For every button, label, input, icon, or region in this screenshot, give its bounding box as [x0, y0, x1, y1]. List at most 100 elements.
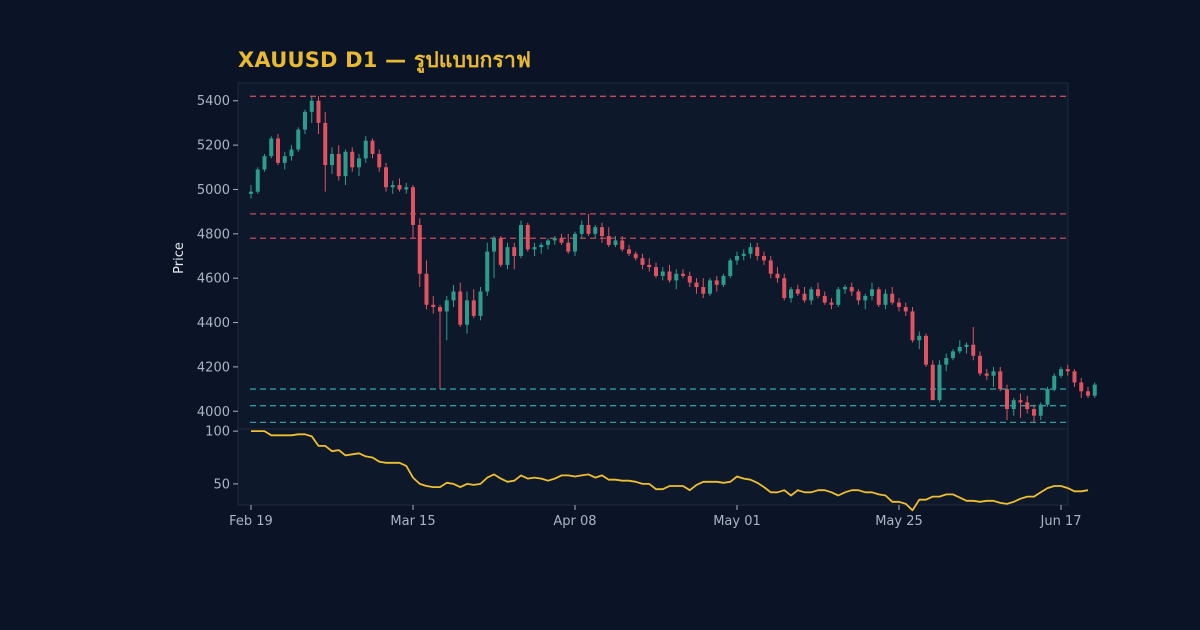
- candle-body: [1059, 369, 1063, 376]
- candle-body: [1005, 389, 1009, 410]
- candle-body: [357, 158, 361, 168]
- oscillator-axis: 50 100: [205, 425, 238, 492]
- candle-body: [262, 156, 267, 170]
- candle-body: [708, 280, 712, 294]
- candle-body: [606, 236, 611, 245]
- candle-body: [465, 300, 469, 325]
- candle-body: [829, 302, 834, 305]
- candle-body: [579, 224, 584, 234]
- time-axis: Feb 19 Mar 15 Apr 08 May 01 May 25 Jun 17: [229, 505, 1082, 529]
- candle-body: [1025, 402, 1030, 410]
- oscillator-tick-label: 50: [213, 477, 230, 492]
- candle-body: [809, 289, 814, 301]
- candle-body: [735, 256, 739, 261]
- x-tick-label: Feb 19: [229, 514, 273, 529]
- candle-body: [370, 140, 375, 154]
- candle-body: [505, 247, 510, 265]
- candle-body: [937, 364, 942, 401]
- candle-body: [674, 273, 679, 281]
- candle-body: [620, 240, 625, 250]
- candle-body: [741, 253, 746, 256]
- candle-body: [539, 244, 544, 248]
- candle-body: [255, 169, 260, 192]
- candle-body: [856, 291, 861, 301]
- candle-body: [863, 295, 868, 301]
- y-tick-label: 4600: [197, 272, 230, 287]
- candle-body: [431, 304, 436, 308]
- candle-body: [519, 224, 523, 256]
- candle-body: [316, 100, 321, 123]
- candle-body: [586, 224, 591, 234]
- candle-body: [910, 311, 915, 341]
- candle-body: [424, 273, 429, 305]
- candle-body: [654, 267, 658, 276]
- candle-body: [667, 271, 672, 281]
- candle-body: [775, 273, 780, 279]
- oscillator-tick-label: 100: [205, 425, 230, 440]
- candle-body: [438, 307, 442, 312]
- candle-body: [404, 187, 409, 190]
- candle-body: [350, 151, 355, 168]
- candle-body: [849, 287, 854, 292]
- candle-body: [991, 371, 996, 376]
- candle-body: [755, 247, 760, 256]
- candle-body: [397, 185, 402, 190]
- y-tick-label: 4400: [197, 316, 230, 331]
- candle-body: [687, 275, 692, 283]
- y-tick-label: 5400: [197, 94, 230, 109]
- oscillator-line: [251, 430, 1089, 512]
- candle-body: [714, 280, 719, 285]
- y-axis-label: Price: [172, 242, 187, 274]
- candle-body: [1092, 384, 1097, 396]
- candle-body: [795, 289, 800, 294]
- candle-body: [1086, 391, 1090, 396]
- x-tick-label: May 25: [875, 514, 923, 529]
- candle-body: [640, 258, 645, 265]
- candle-body: [903, 307, 908, 312]
- candle-body: [802, 293, 807, 301]
- candle-body: [843, 287, 847, 290]
- candle-body: [573, 233, 577, 252]
- candle-body: [282, 156, 287, 163]
- candle-body: [971, 344, 976, 356]
- candle-body: [390, 185, 395, 188]
- x-tick-label: May 01: [713, 514, 761, 529]
- candle-body: [343, 151, 348, 177]
- candle-body: [323, 122, 328, 166]
- candle-body: [930, 364, 935, 401]
- candle-body: [701, 287, 706, 294]
- candle-body: [1018, 400, 1023, 403]
- candle-body: [721, 275, 726, 285]
- x-tick-label: Apr 08: [553, 514, 596, 529]
- candle-body: [492, 238, 496, 252]
- candle-body: [276, 138, 280, 163]
- candle-body: [471, 300, 476, 316]
- candle-body: [546, 240, 550, 245]
- oscillator-panel: [237, 428, 1069, 506]
- candle-body: [890, 293, 895, 303]
- candle-body: [978, 355, 982, 374]
- candle-body: [269, 138, 274, 157]
- candle-body: [762, 256, 766, 261]
- candle-body: [289, 149, 294, 157]
- candle-body: [748, 247, 753, 254]
- candle-body: [822, 295, 827, 303]
- candle-body: [525, 224, 530, 250]
- candle-body: [532, 247, 537, 250]
- candle-body: [647, 264, 652, 268]
- candle-body: [1079, 382, 1084, 392]
- candle-body: [485, 251, 490, 292]
- candle-body: [964, 344, 969, 347]
- candle-body: [870, 289, 874, 296]
- candle-body: [728, 260, 733, 276]
- candle-body: [1011, 400, 1016, 410]
- candle-body: [768, 260, 773, 274]
- candle-body: [309, 100, 314, 112]
- candle-body: [417, 224, 422, 274]
- candle-body: [384, 167, 388, 188]
- candle-body: [694, 282, 699, 288]
- oscillator-series: [251, 430, 1089, 512]
- candle-body: [1072, 371, 1077, 383]
- candle-body: [303, 111, 307, 130]
- candle-body: [377, 153, 382, 168]
